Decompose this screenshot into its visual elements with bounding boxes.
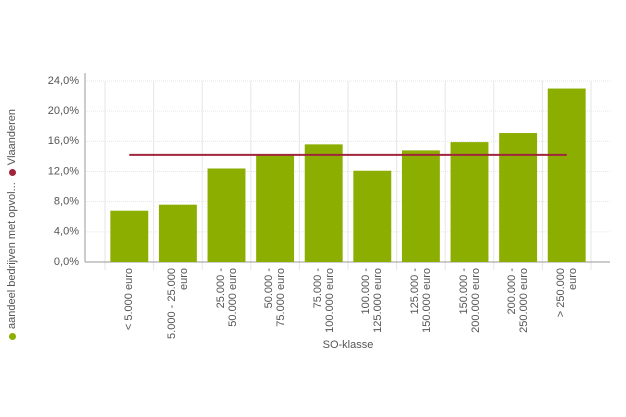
x-tick-text: 50.000 - 75.000 euro [263, 268, 288, 327]
bar [304, 144, 343, 262]
bar [110, 210, 149, 262]
legend-marker [8, 333, 16, 340]
y-tick-label: 12,0% [48, 165, 79, 177]
x-tick-label: 125.000 - 150.000 euro [407, 268, 435, 342]
legend-label: Vlaanderen [6, 108, 18, 166]
legend-marker [8, 169, 16, 177]
x-tick-text: 75.000 - 100.000 euro [311, 268, 336, 333]
x-tick-text: > 250.000 euro [554, 268, 579, 318]
x-axis-title: SO-klasse [323, 339, 374, 351]
x-tick-label: 25.000 - 50.000 euro [213, 268, 241, 342]
x-tick-text: 100.000 - 125.000 euro [360, 268, 385, 333]
x-tick-text: 5.000 - 25.000 euro [165, 268, 190, 339]
x-tick-text: 25.000 - 50.000 euro [214, 268, 239, 327]
x-tick-label: 50.000 - 75.000 euro [261, 268, 289, 342]
x-tick-text: 125.000 - 150.000 euro [408, 268, 433, 333]
x-tick-label: 100.000 - 125.000 euro [358, 268, 386, 342]
bar [450, 142, 489, 262]
x-tick-label: 75.000 - 100.000 euro [310, 268, 338, 342]
x-tick-label: 150.000 - 200.000 euro [456, 268, 484, 342]
y-tick-label: 16,0% [48, 135, 79, 147]
bar [158, 204, 197, 262]
legend: aandeel bedrijven met opvol... Vlaanderen [4, 60, 20, 340]
bar [547, 88, 586, 263]
bar [353, 170, 392, 262]
legend-label: aandeel bedrijven met opvol... [6, 182, 18, 329]
x-tick-label: > 250.000 euro [553, 268, 581, 342]
bar [207, 168, 246, 262]
x-tick-label: 200.000 - 250.000 euro [504, 268, 532, 342]
x-tick-text: 150.000 - 200.000 euro [457, 268, 482, 333]
bar [401, 150, 440, 262]
y-tick-label: 8,0% [54, 196, 79, 208]
bar [256, 154, 295, 262]
x-tick-text: 200.000 - 250.000 euro [506, 268, 531, 333]
bar [499, 133, 538, 262]
y-tick-label: 20,0% [48, 105, 79, 117]
y-tick-label: 0,0% [54, 256, 79, 268]
y-tick-label: 4,0% [54, 226, 79, 238]
y-tick-label: 24,0% [48, 75, 79, 87]
x-tick-text: < 5.000 euro [123, 268, 136, 331]
x-tick-label: 5.000 - 25.000 euro [164, 268, 192, 342]
x-tick-label: < 5.000 euro [115, 268, 143, 342]
